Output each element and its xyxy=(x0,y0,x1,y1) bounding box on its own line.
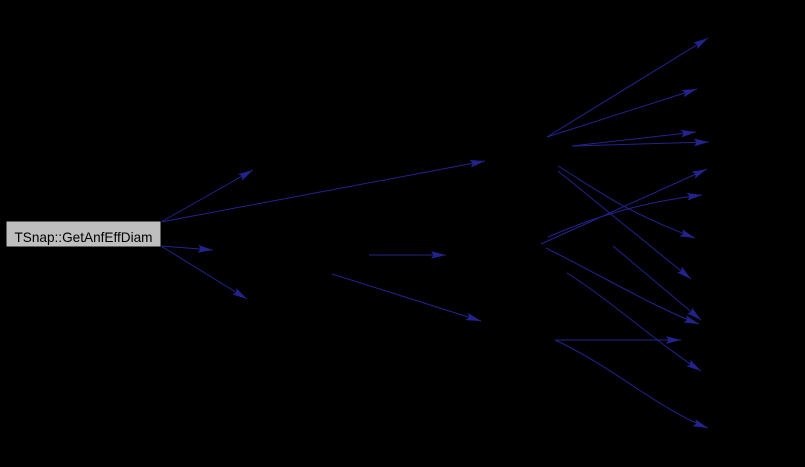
svg-text:TSnap::GetAnfEffDiam: TSnap::GetAnfEffDiam xyxy=(14,230,152,245)
